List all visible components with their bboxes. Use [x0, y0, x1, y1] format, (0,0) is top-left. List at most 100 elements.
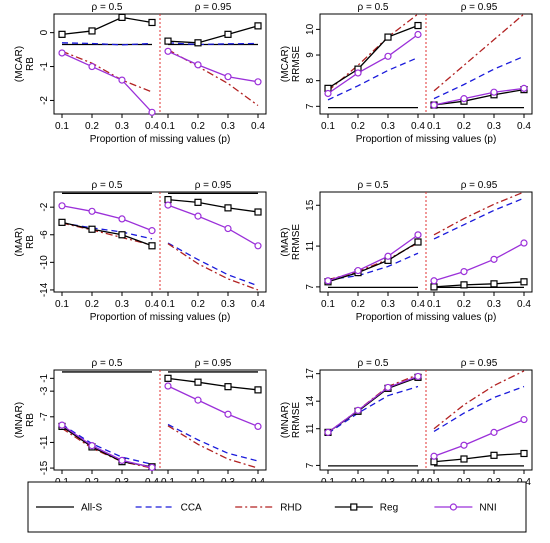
- data-point-nni: [58, 49, 66, 57]
- y-axis-label: (MAR): [14, 228, 25, 257]
- x-tick-label: 0.3: [381, 121, 395, 132]
- series-line-reg: [327, 241, 419, 283]
- data-point-reg: [490, 280, 498, 288]
- legend-label: NNI: [479, 503, 496, 514]
- y-axis-label: RRMSE: [291, 402, 302, 438]
- y-tick-label: 7: [305, 284, 316, 290]
- y-tick-label: 10: [305, 23, 316, 35]
- series-line-rhd: [167, 425, 259, 469]
- data-point-nni: [414, 30, 422, 39]
- x-axis-label: Proportion of missing values (p): [356, 312, 497, 323]
- y-axis-label: (MNAR): [280, 402, 291, 438]
- x-tick-label: 0.4: [145, 299, 159, 310]
- data-point-nni: [354, 69, 362, 77]
- data-point-reg: [148, 242, 156, 250]
- x-tick-label: 0.4: [517, 299, 531, 310]
- series-line-nni: [61, 52, 153, 113]
- facet-2: ρ = 0.950.10.20.30.4: [161, 358, 265, 488]
- y-tick-label: -1: [39, 373, 50, 382]
- data-point-nni: [490, 428, 498, 436]
- data-point-nni: [414, 231, 422, 239]
- data-point-reg: [520, 449, 528, 458]
- data-point-nni: [430, 277, 438, 285]
- data-point-nni: [224, 410, 232, 418]
- data-point-nni: [194, 396, 202, 404]
- series-line-cca: [433, 197, 525, 240]
- legend-square-marker: [350, 503, 358, 511]
- data-point-nni: [88, 62, 96, 71]
- data-point-nni: [164, 201, 172, 209]
- series-line-rhd: [433, 191, 525, 236]
- facet-title: ρ = 0.95: [195, 2, 232, 13]
- x-axis-label: Proportion of missing values (p): [356, 134, 497, 145]
- y-tick-label: -15: [39, 460, 50, 475]
- y-axis-label: (MAR): [280, 228, 291, 257]
- data-point-nni: [520, 415, 528, 424]
- y-axis-label: RB: [25, 57, 36, 71]
- data-point-nni: [58, 421, 66, 429]
- data-point-nni: [148, 463, 156, 472]
- series-line-cca: [433, 385, 525, 433]
- y-tick-label: -10: [39, 255, 50, 270]
- y-tick-label: 15: [305, 199, 316, 211]
- data-point-nni: [118, 215, 126, 223]
- x-tick-label: 0.2: [191, 299, 205, 310]
- facet-title: ρ = 0.5: [358, 180, 389, 191]
- data-point-reg: [414, 238, 422, 246]
- series-line-nni: [167, 204, 259, 247]
- y-tick-label: 11: [305, 423, 316, 434]
- data-point-reg: [164, 37, 172, 45]
- data-point-reg: [224, 383, 232, 391]
- facet-1: ρ = 0.5 0.1 0.2 0.3 0.4: [321, 2, 425, 132]
- y-axis-label: RB: [25, 235, 36, 249]
- x-tick-label: 0.4: [411, 299, 425, 310]
- series-line-nni: [433, 418, 525, 457]
- data-point-nni: [354, 406, 362, 414]
- x-tick-label: 0.1: [321, 121, 335, 132]
- x-tick-label: 0.1: [55, 299, 69, 310]
- x-axis-label: Proportion of missing values (p): [90, 134, 231, 145]
- series-line-rhd: [61, 427, 153, 469]
- y-tick-label: -14: [39, 282, 50, 297]
- data-point-nni: [490, 255, 498, 263]
- data-point-nni: [148, 108, 156, 116]
- data-point-reg: [194, 39, 202, 47]
- data-point-nni: [194, 61, 202, 69]
- series-line-rhd: [167, 243, 259, 291]
- series-line-reg: [167, 198, 259, 213]
- facet-title: ρ = 0.95: [195, 180, 232, 191]
- x-tick-label: 0.2: [191, 121, 205, 132]
- series-line-reg: [433, 89, 525, 106]
- data-point-nni: [118, 456, 126, 464]
- x-tick-label: 0.2: [457, 121, 471, 132]
- x-tick-label: 0.1: [55, 121, 69, 132]
- facet-1: ρ = 0.5 0.1 0.2 0.3 0.4: [55, 180, 159, 310]
- x-tick-label: 0.4: [411, 121, 425, 132]
- x-tick-label: 0.2: [351, 299, 365, 310]
- x-tick-label: 0.3: [487, 121, 501, 132]
- legend-item-reg: Reg: [334, 503, 398, 514]
- x-tick-label: 0.1: [161, 121, 175, 132]
- x-tick-label: 0.3: [221, 121, 235, 132]
- series-line-rhd: [327, 373, 419, 433]
- series-line-reg: [167, 377, 259, 391]
- series-line-rhd: [433, 13, 525, 92]
- data-point-reg: [224, 204, 232, 212]
- data-point-nni: [460, 441, 468, 449]
- data-point-reg: [58, 30, 66, 38]
- x-tick-label: 0.4: [145, 121, 159, 132]
- x-tick-label: 0.2: [85, 299, 99, 310]
- facet-title: ρ = 0.5: [92, 2, 123, 13]
- series-line-nni: [327, 375, 419, 433]
- y-tick-label: 0: [39, 29, 50, 35]
- data-point-reg: [164, 374, 172, 382]
- data-point-nni: [430, 452, 438, 460]
- series-line-reg: [327, 24, 419, 89]
- y-tick-label: 9: [305, 52, 316, 58]
- series-line-nni: [433, 242, 525, 282]
- series-line-cca: [61, 42, 153, 46]
- data-point-nni: [88, 442, 96, 450]
